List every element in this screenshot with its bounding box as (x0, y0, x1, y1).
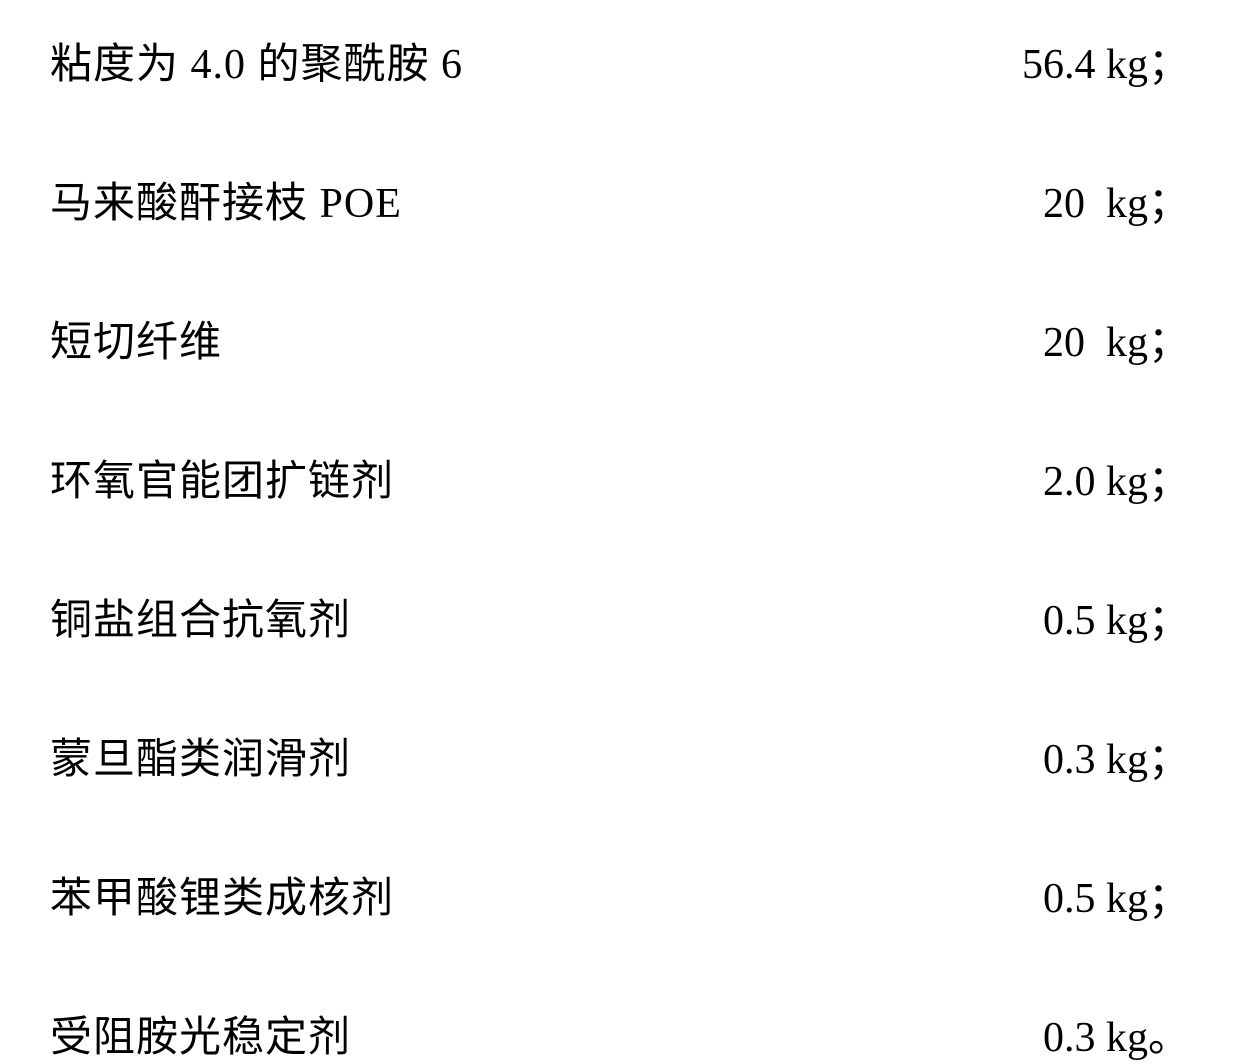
ingredient-label: 铜盐组合抗氧剂 (50, 586, 351, 647)
ingredient-value: 0.3 kg。 (1043, 1003, 1190, 1064)
list-item: 苯甲酸锂类成核剂 0.5 kg； (50, 864, 1190, 925)
ingredient-label: 短切纤维 (50, 308, 222, 369)
ingredient-value: 0.5 kg； (1043, 586, 1190, 647)
list-item: 环氧官能团扩链剂 2.0 kg； (50, 447, 1190, 508)
ingredient-list: 粘度为 4.0 的聚酰胺 6 56.4 kg； 马来酸酐接枝 POE 20 kg… (50, 30, 1190, 1064)
list-item: 蒙旦酯类润滑剂 0.3 kg； (50, 725, 1190, 786)
list-item: 短切纤维 20 kg； (50, 308, 1190, 369)
ingredient-value: 0.5 kg； (1043, 864, 1190, 925)
ingredient-value: 2.0 kg； (1043, 447, 1190, 508)
ingredient-value: 56.4 kg； (1022, 30, 1190, 91)
ingredient-label: 马来酸酐接枝 POE (50, 169, 402, 230)
ingredient-label: 受阻胺光稳定剂 (50, 1003, 351, 1064)
list-item: 铜盐组合抗氧剂 0.5 kg； (50, 586, 1190, 647)
ingredient-label: 蒙旦酯类润滑剂 (50, 725, 351, 786)
ingredient-label: 苯甲酸锂类成核剂 (50, 864, 394, 925)
list-item: 粘度为 4.0 的聚酰胺 6 56.4 kg； (50, 30, 1190, 91)
ingredient-value: 20 kg； (1043, 308, 1190, 369)
ingredient-label: 环氧官能团扩链剂 (50, 447, 394, 508)
ingredient-value: 20 kg； (1043, 169, 1190, 230)
list-item: 马来酸酐接枝 POE 20 kg； (50, 169, 1190, 230)
ingredient-label: 粘度为 4.0 的聚酰胺 6 (50, 30, 463, 91)
ingredient-value: 0.3 kg； (1043, 725, 1190, 786)
list-item: 受阻胺光稳定剂 0.3 kg。 (50, 1003, 1190, 1064)
